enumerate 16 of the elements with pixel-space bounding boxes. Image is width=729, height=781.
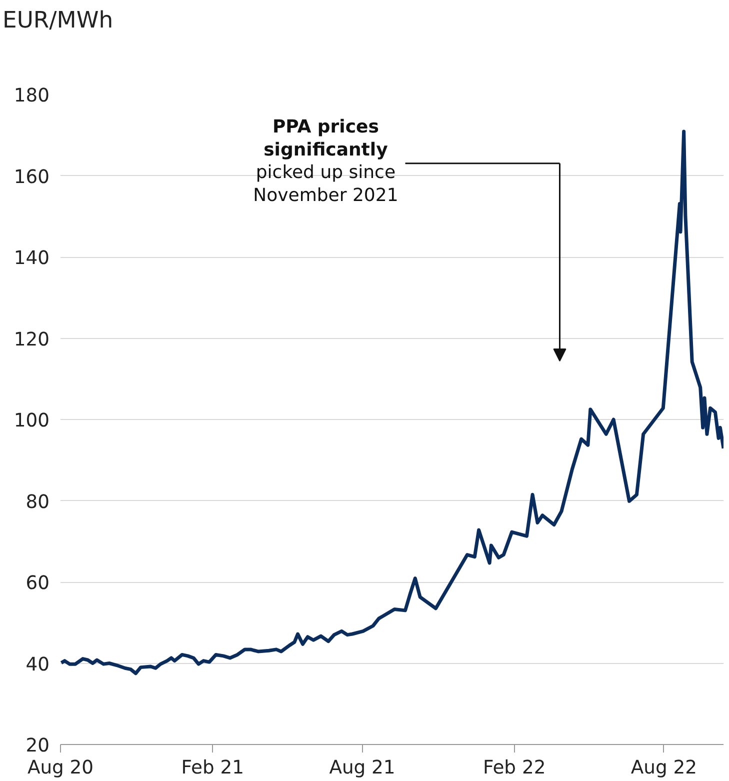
annotation: PPA prices significantly picked up since November 2021 <box>253 116 398 206</box>
y-tick-label: 180 <box>14 86 50 106</box>
x-tick-label: Aug 21 <box>329 758 396 778</box>
x-tick-label: Feb 21 <box>181 758 244 778</box>
y-tick-label: 40 <box>26 654 50 676</box>
x-tick-label: Aug 22 <box>630 758 698 778</box>
y-tick-label: 120 <box>14 329 50 350</box>
y-tick-label: 100 <box>14 410 50 432</box>
y-tick-label: 60 <box>26 573 50 594</box>
x-tick-label: Aug 20 <box>27 758 94 778</box>
y-tick-label: 140 <box>14 248 50 269</box>
y-tick-label: 80 <box>26 492 50 513</box>
y-tick-label: 160 <box>14 166 50 188</box>
x-tick-label: Feb 22 <box>483 758 546 778</box>
y-tick-label: 20 <box>26 736 50 756</box>
y-axis-title: EUR/MWh <box>2 8 114 34</box>
